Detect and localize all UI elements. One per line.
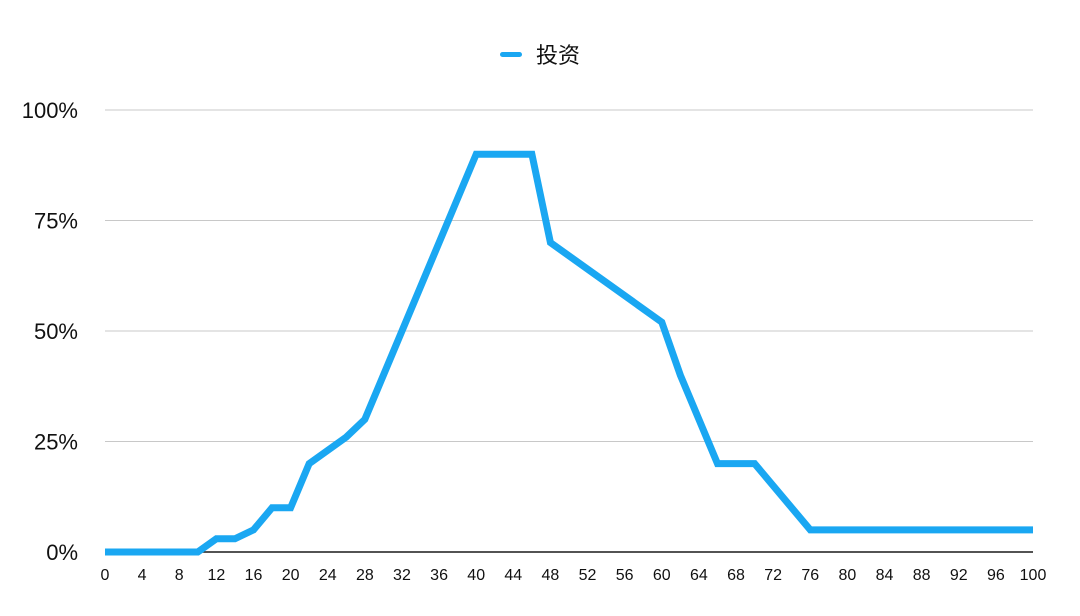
legend-label: 投资 bbox=[535, 44, 580, 69]
y-tick-label: 100% bbox=[22, 98, 78, 123]
x-tick-label: 84 bbox=[876, 567, 894, 584]
x-tick-label: 48 bbox=[542, 567, 560, 584]
x-tick-label: 44 bbox=[504, 567, 522, 584]
x-tick-label: 72 bbox=[764, 567, 782, 584]
x-tick-label: 80 bbox=[839, 567, 857, 584]
x-tick-label: 24 bbox=[319, 567, 337, 584]
x-tick-label: 0 bbox=[101, 567, 110, 584]
x-tick-label: 64 bbox=[690, 567, 708, 584]
x-tick-label: 76 bbox=[801, 567, 819, 584]
x-tick-label: 36 bbox=[430, 567, 448, 584]
x-tick-label: 96 bbox=[987, 567, 1005, 584]
x-tick-label: 92 bbox=[950, 567, 968, 584]
x-tick-label: 16 bbox=[245, 567, 263, 584]
x-tick-label: 28 bbox=[356, 567, 374, 584]
x-tick-label: 4 bbox=[138, 567, 147, 584]
x-tick-label: 56 bbox=[616, 567, 634, 584]
x-tick-label: 12 bbox=[207, 567, 225, 584]
y-tick-label: 0% bbox=[46, 540, 78, 565]
x-tick-label: 52 bbox=[579, 567, 597, 584]
x-tick-label: 20 bbox=[282, 567, 300, 584]
y-tick-label: 50% bbox=[34, 319, 78, 344]
x-tick-label: 32 bbox=[393, 567, 411, 584]
x-tick-label: 88 bbox=[913, 567, 931, 584]
x-tick-label: 8 bbox=[175, 567, 184, 584]
x-tick-label: 68 bbox=[727, 567, 745, 584]
legend: 投资 bbox=[0, 38, 1080, 70]
y-tick-label: 75% bbox=[34, 209, 78, 234]
x-tick-label: 60 bbox=[653, 567, 671, 584]
x-tick-label: 100 bbox=[1020, 567, 1047, 584]
legend-swatch bbox=[499, 51, 522, 57]
series-line bbox=[105, 150, 1033, 556]
y-tick-label: 25% bbox=[34, 430, 78, 455]
x-tick-label: 40 bbox=[467, 567, 485, 584]
